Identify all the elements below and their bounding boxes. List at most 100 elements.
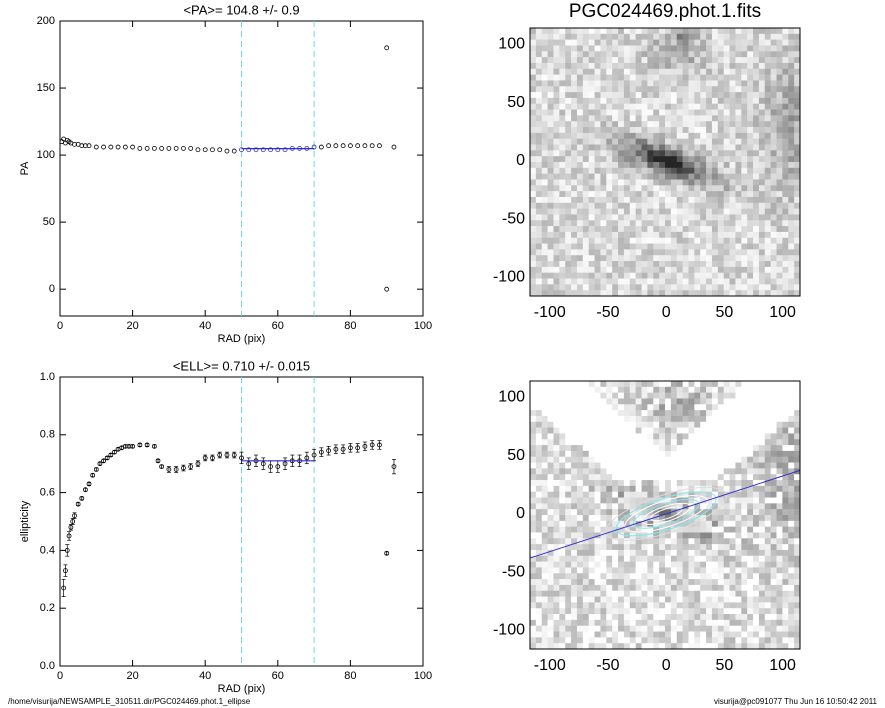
pixel: [729, 392, 736, 399]
pixel: [782, 404, 789, 411]
pixel: [776, 261, 783, 268]
pixel: [758, 532, 766, 539]
pixel: [735, 173, 742, 180]
pixel: [764, 156, 771, 163]
pixel: [641, 162, 648, 169]
pixel: [612, 439, 619, 446]
pixel: [582, 538, 589, 545]
pixel: [565, 392, 572, 399]
pixel: [735, 226, 742, 233]
pixel: [700, 103, 707, 110]
pixel: [747, 68, 754, 75]
pixel: [723, 497, 730, 504]
pixel: [788, 115, 795, 122]
pixel: [688, 386, 695, 393]
pixel: [711, 596, 719, 603]
x-tick-label: -50: [596, 657, 619, 674]
pixel: [629, 121, 636, 128]
pixel: [594, 127, 601, 134]
pixel: [717, 97, 724, 105]
pixel: [753, 526, 760, 533]
pixel: [665, 237, 672, 244]
pixel: [717, 474, 724, 481]
pixel: [776, 491, 783, 498]
pixel: [729, 62, 736, 70]
pixel: [723, 45, 730, 52]
pixel: [694, 433, 701, 440]
pixel: [600, 278, 607, 285]
pixel: [588, 261, 595, 268]
pixel: [653, 202, 660, 209]
pixel: [635, 392, 642, 399]
pixel: [700, 439, 707, 446]
pixel: [606, 103, 613, 110]
pixel: [741, 381, 748, 388]
pixel: [623, 404, 631, 411]
pixel: [711, 555, 719, 562]
pixel: [729, 196, 736, 204]
pixel: [606, 561, 613, 568]
pixel: [747, 567, 754, 574]
pixel: [594, 162, 601, 169]
pixel: [629, 590, 636, 597]
data-point: [181, 465, 186, 471]
pixel: [635, 515, 642, 522]
pixel: [706, 109, 713, 116]
pixel: [535, 261, 543, 268]
pixel: [635, 497, 642, 504]
pixel: [741, 261, 748, 268]
pixel: [717, 386, 724, 393]
pixel: [676, 266, 683, 273]
pixel: [735, 150, 742, 157]
pixel: [670, 398, 678, 405]
pixel: [647, 474, 654, 481]
pixel: [612, 450, 619, 458]
pixel: [629, 74, 636, 81]
pixel: [565, 619, 572, 626]
pixel: [747, 255, 754, 262]
y-tick-label: 200: [37, 15, 55, 27]
pixel: [723, 127, 730, 134]
pixel: [717, 144, 724, 151]
pixel: [535, 386, 543, 393]
pixel: [717, 191, 724, 198]
pixel: [588, 427, 595, 434]
pixel: [541, 103, 548, 110]
pixel: [700, 386, 707, 393]
pixel: [753, 231, 760, 239]
pixel: [612, 109, 619, 116]
pixel: [629, 503, 636, 510]
pixel: [571, 579, 578, 586]
pixel: [582, 237, 589, 244]
pixel: [635, 231, 642, 239]
pixel: [653, 255, 660, 262]
pixel: [576, 127, 584, 134]
pixel: [758, 243, 766, 250]
pixel: [788, 196, 795, 204]
pixel: [659, 97, 666, 105]
pixel: [606, 462, 613, 469]
pixel: [747, 243, 754, 250]
pixel: [706, 86, 713, 93]
pixel: [747, 272, 754, 279]
pixel: [647, 185, 654, 192]
pixel: [729, 191, 736, 198]
pixel: [776, 480, 783, 487]
pixel: [530, 520, 537, 527]
pixel: [700, 196, 707, 204]
pixel: [571, 185, 578, 192]
pixel: [535, 290, 543, 297]
pixel: [717, 573, 724, 580]
pixel: [571, 278, 578, 285]
pixel: [782, 272, 789, 279]
pixel: [682, 450, 689, 458]
pixel: [770, 167, 777, 174]
pixel: [770, 290, 777, 297]
pixel: [735, 243, 742, 250]
pixel: [641, 202, 648, 209]
pixel: [753, 637, 760, 644]
pixel: [700, 167, 707, 174]
pixel: [682, 392, 689, 399]
pixel: [535, 132, 543, 139]
pixel: [612, 491, 619, 498]
